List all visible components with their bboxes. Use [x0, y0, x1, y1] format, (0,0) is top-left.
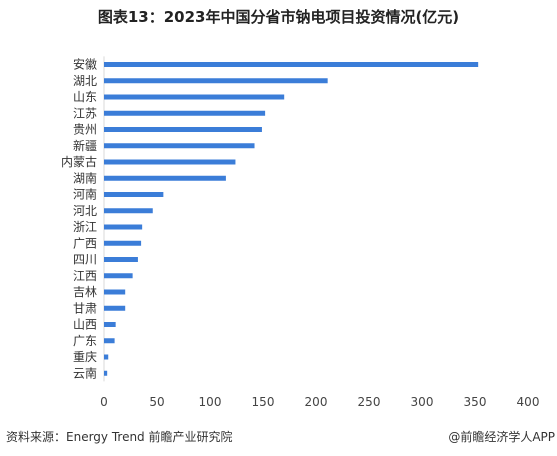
- bar-11: [104, 240, 142, 246]
- chart-title: 图表13：2023年中国分省市钠电项目投资情况(亿元): [97, 8, 460, 26]
- category-label-4: 贵州: [73, 123, 97, 137]
- x-tick-label-1: 50: [149, 395, 164, 409]
- x-tick-labels: 0 50 100 150 200 250 300 350 400: [100, 395, 539, 409]
- category-label-19: 云南: [73, 365, 97, 380]
- category-label-6: 内蒙古: [61, 154, 97, 169]
- bar-6: [104, 159, 236, 165]
- credit-note: @前瞻经济学人APP: [448, 430, 555, 444]
- category-label-13: 江西: [73, 269, 97, 283]
- bars-group: [104, 62, 479, 376]
- bar-12: [104, 257, 138, 262]
- bar-18: [104, 354, 109, 360]
- category-label-16: 山西: [73, 318, 97, 332]
- bar-14: [104, 289, 126, 295]
- bar-7: [104, 175, 226, 181]
- bar-3: [104, 110, 266, 116]
- bar-2: [104, 94, 285, 100]
- source-note: 资料来源：Energy Trend 前瞻产业研究院: [6, 430, 233, 444]
- category-label-10: 浙江: [73, 220, 97, 234]
- x-tick-label-3: 150: [252, 395, 275, 409]
- bar-15: [104, 305, 126, 311]
- category-label-2: 山东: [73, 90, 97, 104]
- category-label-0: 安徽: [73, 57, 97, 72]
- bar-10: [104, 224, 143, 230]
- category-label-7: 湖南: [73, 170, 97, 185]
- bar-17: [104, 338, 115, 344]
- bar-0: [104, 62, 479, 67]
- x-tick-label-4: 200: [305, 395, 328, 409]
- x-tick-label-0: 0: [100, 395, 108, 409]
- footer: 资料来源：Energy Trend 前瞻产业研究院 @前瞻经济学人APP: [0, 428, 557, 448]
- x-tick-label-6: 300: [411, 395, 434, 409]
- category-label-3: 江苏: [73, 106, 97, 120]
- bar-16: [104, 322, 116, 327]
- bar-1: [104, 78, 328, 84]
- category-label-11: 广西: [73, 236, 97, 250]
- category-label-17: 广东: [73, 334, 97, 348]
- category-labels: 安徽湖北山东江苏贵州新疆内蒙古湖南河南河北浙江广西四川江西吉林甘肃山西广东重庆云…: [61, 57, 97, 381]
- bar-5: [104, 143, 255, 149]
- category-label-5: 新疆: [73, 138, 97, 153]
- bar-4: [104, 127, 262, 132]
- x-tick-label-8: 400: [517, 395, 540, 409]
- x-tick-label-5: 250: [358, 395, 381, 409]
- category-label-14: 吉林: [73, 285, 97, 299]
- x-tick-label-2: 100: [199, 395, 222, 409]
- category-label-18: 重庆: [73, 350, 97, 364]
- category-label-12: 四川: [73, 253, 97, 267]
- bar-13: [104, 273, 133, 279]
- category-label-9: 河北: [73, 204, 97, 218]
- bar-8: [104, 192, 164, 197]
- x-tick-label-7: 350: [464, 395, 487, 409]
- bar-19: [104, 370, 108, 376]
- bar-9: [104, 208, 153, 214]
- category-label-15: 甘肃: [73, 301, 97, 315]
- category-label-8: 河南: [73, 187, 97, 202]
- category-label-1: 湖北: [73, 73, 97, 88]
